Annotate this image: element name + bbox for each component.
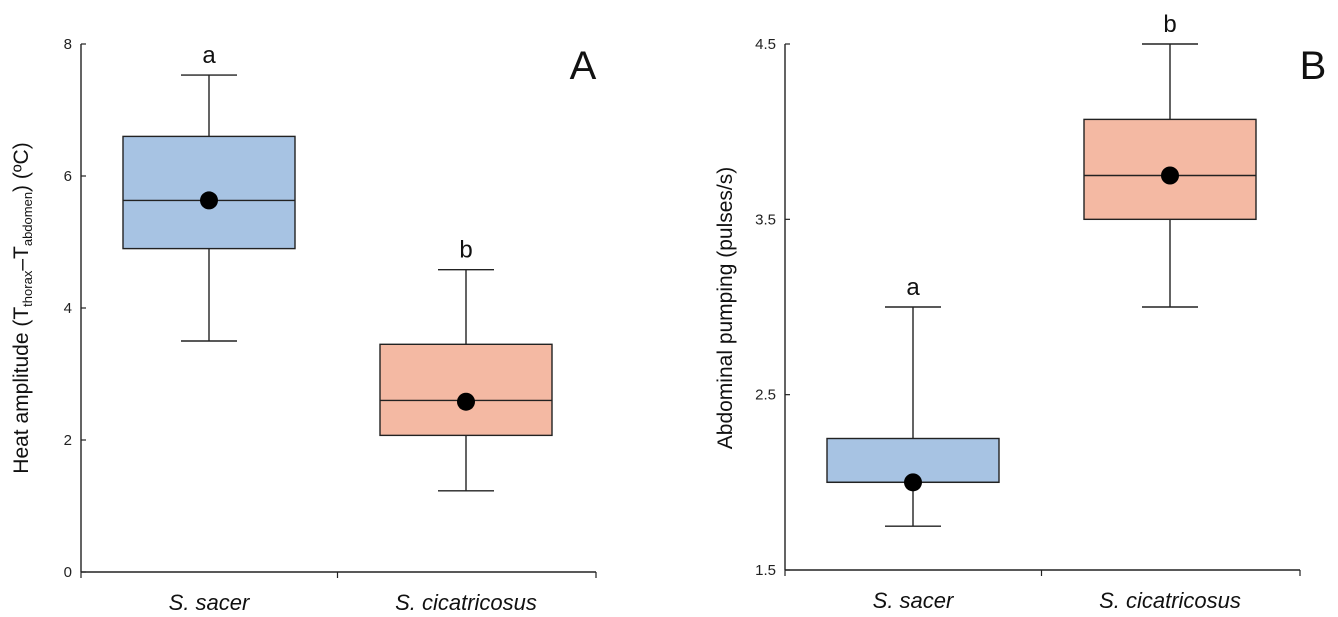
panel-a-ylabel: Heat amplitude (Tthorax–Tabdomen) (ºC): [10, 142, 35, 473]
mean-point: [457, 392, 475, 411]
ylabel-mid: –T: [10, 246, 33, 271]
y-tick-label: 4: [64, 300, 72, 317]
panel-letter-a: A: [570, 44, 597, 88]
significance-letter: b: [459, 237, 472, 264]
y-tick-label: 2: [64, 432, 72, 449]
category-label: S. cicatricosus: [1099, 588, 1241, 613]
ylabel-text: Abdominal pumping (pulses/s): [714, 167, 737, 449]
y-tick-label: 8: [64, 36, 72, 53]
y-tick-label: 6: [64, 168, 72, 185]
box-plot-2: b: [1083, 11, 1257, 308]
mean-point: [1161, 166, 1179, 185]
y-tick-label: 1.5: [755, 562, 776, 579]
y-tick-label: 0: [64, 564, 72, 581]
y-tick-label: 3.5: [755, 211, 776, 228]
ylabel-prefix: Heat amplitude (T: [10, 307, 33, 474]
ylabel-sub-abdomen: abdomen: [20, 192, 35, 246]
panel-b-ylabel: Abdominal pumping (pulses/s): [714, 167, 737, 449]
svg-text:Heat amplitude (Tthorax–Tabdom: Heat amplitude (Tthorax–Tabdomen) (ºC): [10, 142, 35, 473]
category-label: S. cicatricosus: [395, 590, 537, 615]
box-plot-1: a: [826, 274, 1000, 527]
mean-point: [904, 473, 922, 492]
ylabel-suffix: ) (ºC): [10, 142, 33, 192]
category-label: S. sacer: [873, 588, 955, 613]
significance-letter: b: [1163, 11, 1176, 38]
panel-a: Heat amplitude (Tthorax–Tabdomen) (ºC) A…: [10, 36, 597, 615]
box-plot-2: b: [379, 237, 553, 492]
box-plot-1: a: [122, 42, 296, 342]
iqr-box: [379, 343, 553, 437]
panel-b: Abdominal pumping (pulses/s) B 1.5 2.5 3.5…: [714, 11, 1326, 613]
significance-letter: a: [906, 274, 920, 301]
ylabel-sub-thorax: thorax: [20, 270, 35, 307]
y-tick-label: 2.5: [755, 387, 776, 404]
panel-letter-b: B: [1300, 44, 1327, 88]
mean-point: [200, 191, 218, 210]
significance-letter: a: [202, 42, 216, 69]
category-label: S. sacer: [169, 590, 251, 615]
y-tick-label: 4.5: [755, 36, 776, 53]
